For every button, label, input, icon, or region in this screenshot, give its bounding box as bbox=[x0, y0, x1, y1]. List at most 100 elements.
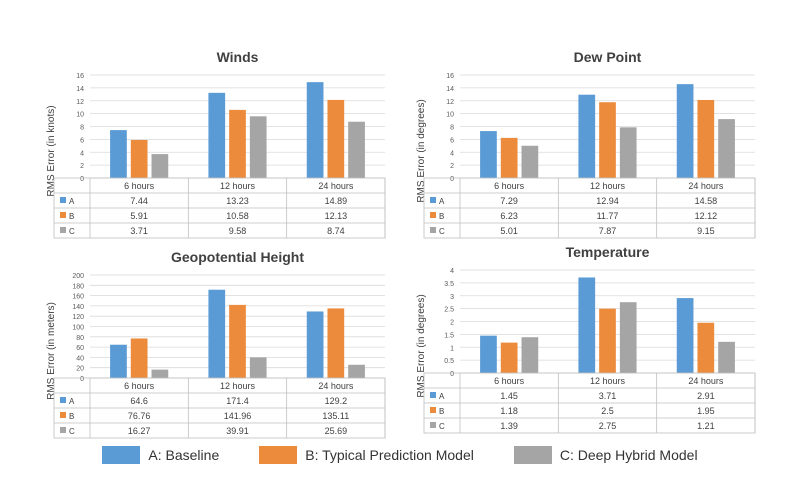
data-table-cell: 7.44 bbox=[130, 196, 148, 206]
data-table-cell: 25.69 bbox=[325, 426, 348, 436]
y-tick-label: 8 bbox=[450, 125, 454, 132]
bar-geopotential-height-b-24-hours bbox=[327, 308, 345, 378]
bar-geopotential-height-b-6-hours bbox=[130, 338, 148, 378]
data-table-cell: 64.6 bbox=[130, 396, 148, 406]
bar-dew-point-a-12-hours bbox=[578, 94, 596, 178]
bar-dew-point-a-6-hours bbox=[480, 131, 497, 178]
data-table-cell: 11.77 bbox=[597, 211, 619, 221]
y-tick-label: 80 bbox=[76, 335, 84, 342]
x-tick-label: 6 hours bbox=[124, 381, 155, 391]
y-tick-label: 0.5 bbox=[444, 358, 454, 365]
bar-winds-c-24-hours bbox=[348, 121, 365, 178]
y-tick-label: 8 bbox=[80, 125, 84, 132]
y-tick-label: 0 bbox=[80, 376, 84, 383]
bar-winds-a-24-hours bbox=[306, 82, 324, 178]
data-table-cell: 129.2 bbox=[325, 396, 348, 406]
y-tick-label: 2 bbox=[80, 163, 84, 170]
bar-temperature-a-6-hours bbox=[480, 335, 497, 373]
bar-dew-point-c-6-hours bbox=[521, 145, 539, 178]
table-legend-key-c bbox=[430, 227, 436, 233]
x-tick-label: 12 hours bbox=[590, 181, 626, 191]
temperature-chart: Temperature RMS Error (in degrees) 0 0.5 1 1.… bbox=[410, 235, 770, 450]
table-series-label-a: A bbox=[69, 397, 75, 406]
y-axis-label: RMS Error (in knots) bbox=[46, 105, 57, 196]
data-table-cell: 7.29 bbox=[500, 196, 518, 206]
y-tick-label: 1.5 bbox=[444, 332, 454, 339]
bar-dew-point-c-12-hours bbox=[619, 127, 637, 178]
data-table-cell: 1.39 bbox=[500, 421, 518, 431]
data-table-cell: 8.74 bbox=[327, 226, 345, 236]
data-table-cell: 135.11 bbox=[322, 411, 349, 421]
bar-winds-a-12-hours bbox=[208, 92, 226, 178]
table-series-label-c: C bbox=[439, 227, 445, 236]
y-tick-label: 0 bbox=[450, 371, 454, 378]
y-tick-label: 1 bbox=[450, 345, 454, 352]
bar-geopotential-height-b-12-hours bbox=[229, 304, 246, 378]
data-table-cell: 2.75 bbox=[599, 421, 617, 431]
y-tick-label: 16 bbox=[76, 73, 84, 80]
x-tick-label: 24 hours bbox=[688, 376, 724, 386]
data-table-cell: 39.91 bbox=[226, 426, 249, 436]
data-table-cell: 171.4 bbox=[226, 396, 249, 406]
winds-svg: Winds RMS Error (in knots) 0 2 4 6 8 10 12 14 16 6 … bbox=[46, 49, 386, 239]
x-tick-label: 24 hours bbox=[318, 181, 354, 191]
legend-swatch-b bbox=[259, 446, 298, 464]
table-legend-key-b bbox=[430, 212, 436, 218]
data-table-cell: 10.58 bbox=[226, 211, 249, 221]
temperature-svg: Temperature RMS Error (in degrees) 0 0.5 1 1.… bbox=[416, 244, 756, 434]
bar-geopotential-height-c-24-hours bbox=[348, 364, 365, 378]
data-table-cell: 14.58 bbox=[695, 196, 718, 206]
legend-label-b: B: Typical Prediction Model bbox=[305, 447, 474, 463]
bar-geopotential-height-c-12-hours bbox=[249, 357, 267, 378]
bar-geopotential-height-a-6-hours bbox=[110, 344, 127, 378]
legend-swatch-c bbox=[513, 446, 552, 464]
data-table-cell: 5.01 bbox=[500, 226, 518, 236]
table-series-label-c: C bbox=[69, 427, 75, 436]
chart-title: Temperature bbox=[566, 244, 650, 260]
table-legend-key-b bbox=[60, 212, 66, 218]
data-table-cell: 14.89 bbox=[325, 196, 348, 206]
winds-chart: Winds RMS Error (in knots) 0 2 4 6 8 10 12 14 16 6 … bbox=[40, 40, 400, 255]
y-tick-label: 60 bbox=[76, 345, 84, 352]
table-series-label-a: A bbox=[439, 197, 445, 206]
data-table-cell: 1.95 bbox=[697, 406, 715, 416]
y-tick-label: 4 bbox=[450, 150, 454, 157]
y-tick-label: 20 bbox=[76, 366, 84, 373]
geopotential-height-chart: Geopotential Height RMS Error (in meters)… bbox=[40, 240, 400, 455]
chart-title: Geopotential Height bbox=[171, 249, 304, 265]
data-table-cell: 2.5 bbox=[601, 406, 614, 416]
y-tick-label: 2.5 bbox=[444, 307, 454, 314]
y-tick-label: 120 bbox=[72, 314, 84, 321]
x-tick-label: 12 hours bbox=[590, 376, 626, 386]
bar-temperature-a-24-hours bbox=[676, 298, 694, 373]
legend-item-b: B: Typical Prediction Model bbox=[259, 446, 474, 464]
bar-temperature-c-24-hours bbox=[718, 341, 735, 373]
bar-winds-c-6-hours bbox=[151, 154, 169, 178]
y-tick-label: 2 bbox=[450, 163, 454, 170]
table-legend-key-b bbox=[60, 412, 66, 418]
y-tick-label: 3 bbox=[450, 294, 454, 301]
x-tick-label: 12 hours bbox=[220, 381, 256, 391]
bar-geopotential-height-a-12-hours bbox=[208, 289, 226, 378]
bar-dew-point-b-12-hours bbox=[599, 102, 616, 178]
bar-temperature-b-24-hours bbox=[697, 322, 715, 373]
bar-winds-b-24-hours bbox=[327, 99, 345, 178]
table-legend-key-a bbox=[60, 397, 66, 403]
y-tick-label: 14 bbox=[446, 86, 454, 93]
table-series-label-a: A bbox=[69, 197, 75, 206]
y-axis-label: RMS Error (in degrees) bbox=[416, 294, 427, 397]
table-legend-key-a bbox=[430, 197, 436, 203]
y-tick-label: 140 bbox=[72, 304, 84, 311]
bar-winds-b-6-hours bbox=[130, 139, 148, 178]
y-tick-label: 200 bbox=[72, 273, 84, 280]
table-legend-key-c bbox=[60, 227, 66, 233]
bar-winds-c-12-hours bbox=[249, 116, 267, 178]
bar-winds-a-6-hours bbox=[110, 130, 127, 178]
legend-item-a: A: Baseline bbox=[102, 446, 219, 464]
x-tick-label: 6 hours bbox=[494, 181, 525, 191]
table-legend-key-b bbox=[430, 407, 436, 413]
data-table-cell: 9.15 bbox=[697, 226, 715, 236]
data-table-cell: 3.71 bbox=[599, 391, 617, 401]
bar-dew-point-a-24-hours bbox=[676, 84, 694, 178]
y-axis-label: RMS Error (in degrees) bbox=[416, 99, 427, 202]
